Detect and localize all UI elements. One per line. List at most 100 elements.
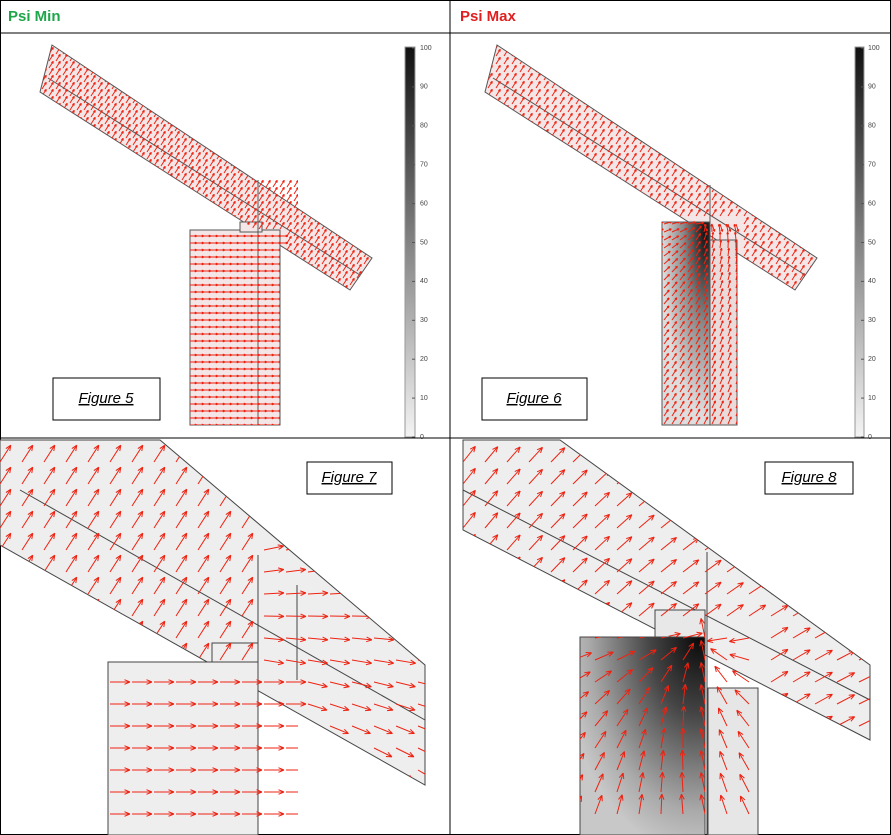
arrow: [528, 284, 535, 288]
arrow: [350, 404, 354, 411]
arrow: [140, 201, 144, 208]
arrow: [364, 138, 368, 145]
arrow: [480, 57, 484, 64]
arrow: [161, 396, 169, 398]
arrow: [648, 221, 656, 224]
arrow: [287, 271, 291, 278]
arrow: [84, 180, 88, 187]
arrow: [504, 33, 508, 40]
arrow: [616, 229, 624, 232]
arrow: [800, 305, 804, 312]
arrow: [105, 68, 109, 75]
arrow: [147, 312, 155, 314]
arrow: [600, 201, 604, 208]
arrow: [624, 322, 630, 328]
arrow: [357, 54, 361, 61]
arrow: [600, 276, 607, 280]
arrow: [336, 173, 340, 180]
arrow: [161, 375, 169, 377]
arrow: [84, 187, 88, 194]
arrow: [480, 81, 484, 88]
arrow: [640, 346, 645, 352]
arrow: [528, 129, 532, 136]
arrow: [98, 131, 102, 138]
arrow: [800, 49, 804, 56]
arrow: [287, 362, 291, 369]
arrow: [245, 152, 249, 159]
arrow: [182, 326, 190, 328]
arrow: [648, 402, 653, 408]
arrow: [648, 41, 652, 48]
arrow: [608, 346, 614, 352]
arrow: [301, 292, 305, 299]
arrow: [140, 263, 148, 265]
arrow: [560, 268, 567, 272]
arrow: [592, 307, 598, 312]
arrow: [792, 105, 796, 112]
arrow: [632, 65, 636, 72]
arrow: [112, 256, 120, 258]
arrow: [560, 253, 567, 256]
arrow: [91, 368, 99, 370]
arrow: [600, 237, 607, 240]
arrow: [600, 209, 604, 216]
arrow: [252, 159, 256, 166]
arrow: [752, 393, 756, 400]
arrow: [56, 249, 64, 251]
arrow: [648, 409, 653, 416]
arrow: [640, 394, 645, 400]
arrow: [364, 313, 368, 320]
arrow: [672, 73, 676, 80]
arrow: [768, 177, 772, 184]
arrow: [252, 124, 256, 131]
arrow: [140, 305, 148, 307]
arrow: [616, 65, 620, 72]
arrow: [536, 355, 542, 360]
arrow: [140, 326, 148, 328]
arrow: [315, 138, 319, 145]
arrow: [126, 242, 134, 244]
arrow: [84, 354, 92, 356]
arrow: [182, 340, 190, 342]
arrow: [784, 193, 788, 200]
arrow: [600, 49, 604, 56]
arrow: [728, 121, 732, 128]
arrow: [182, 68, 186, 75]
arrow: [294, 362, 298, 369]
arrow: [624, 410, 629, 416]
arrow: [357, 124, 361, 131]
arrow: [688, 113, 692, 120]
arrow: [688, 105, 692, 112]
arrow: [224, 152, 228, 159]
arrow: [245, 103, 249, 110]
arrow: [760, 129, 764, 136]
arrow: [63, 354, 71, 356]
arrow: [182, 249, 190, 251]
arrow: [98, 270, 106, 272]
arrow: [343, 166, 347, 173]
arrow: [196, 103, 200, 110]
arrow: [308, 264, 312, 271]
arrow: [77, 312, 85, 314]
arrow: [696, 89, 700, 96]
arrow: [824, 113, 828, 120]
arrow: [49, 208, 53, 215]
arrow: [504, 371, 510, 376]
arrow: [824, 137, 828, 144]
arrow: [42, 47, 46, 54]
arrow: [552, 245, 559, 248]
arrow: [520, 121, 524, 128]
arrow: [84, 124, 88, 131]
arrow: [140, 368, 148, 370]
arrow: [147, 298, 155, 300]
arrow: [752, 409, 756, 416]
arrow: [792, 121, 796, 128]
arrow: [329, 334, 333, 341]
arrow: [98, 152, 102, 159]
arrow: [133, 222, 137, 229]
arrow: [84, 242, 92, 244]
arrow: [696, 49, 700, 56]
arrow: [720, 113, 724, 120]
arrow: [336, 187, 340, 194]
arrow: [824, 129, 828, 136]
